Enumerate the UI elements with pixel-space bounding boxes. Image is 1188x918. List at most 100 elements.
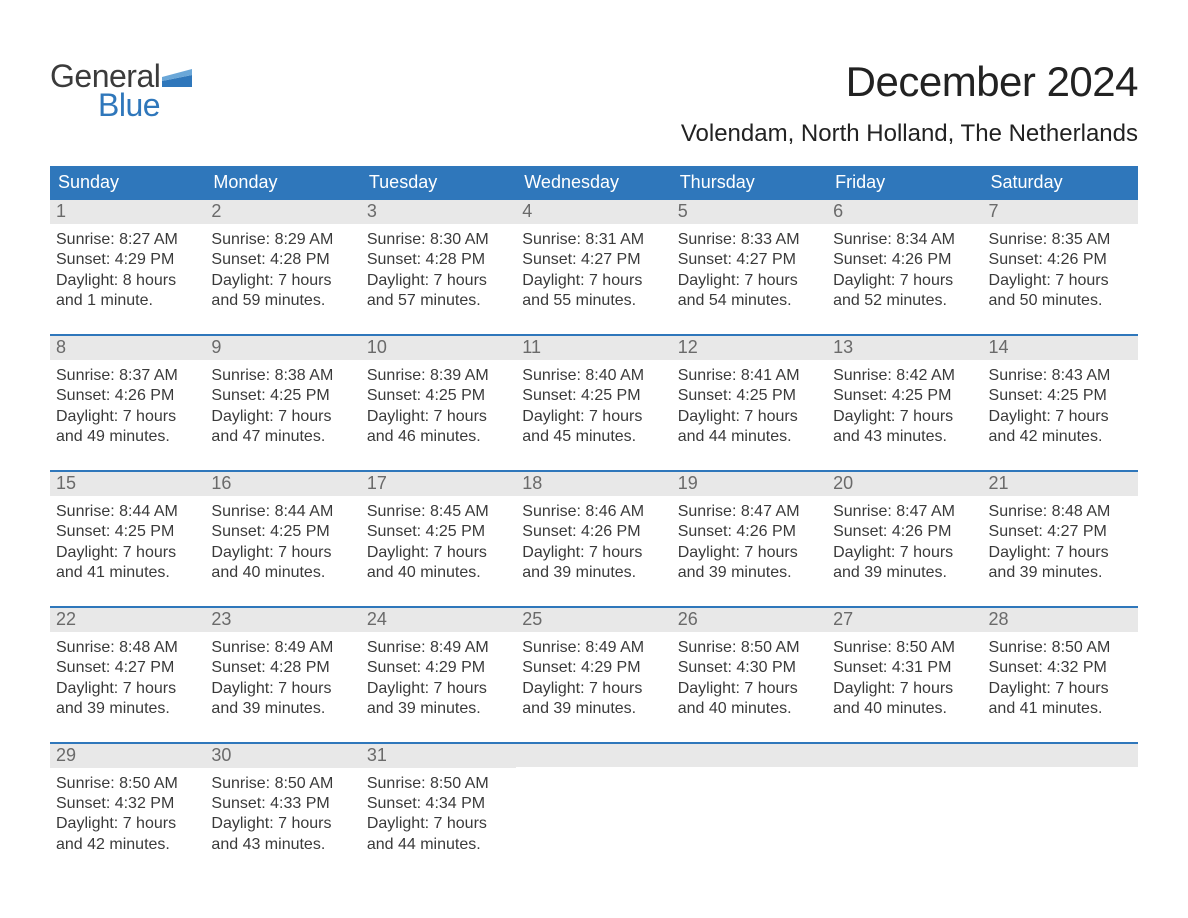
day-details: Sunrise: 8:37 AMSunset: 4:26 PMDaylight:… — [50, 360, 205, 452]
day-daylight1: Daylight: 7 hours — [989, 543, 1132, 563]
calendar-cell: 8Sunrise: 8:37 AMSunset: 4:26 PMDaylight… — [50, 336, 205, 452]
weekday-header: Wednesday — [516, 166, 671, 200]
day-daylight1: Daylight: 7 hours — [56, 814, 199, 834]
calendar-week: 29Sunrise: 8:50 AMSunset: 4:32 PMDayligh… — [50, 742, 1138, 860]
day-daylight2: and 39 minutes. — [678, 563, 821, 583]
day-daylight1: Daylight: 7 hours — [989, 407, 1132, 427]
calendar-cell: 29Sunrise: 8:50 AMSunset: 4:32 PMDayligh… — [50, 744, 205, 860]
day-details: Sunrise: 8:50 AMSunset: 4:33 PMDaylight:… — [205, 768, 360, 860]
day-details: Sunrise: 8:33 AMSunset: 4:27 PMDaylight:… — [672, 224, 827, 316]
day-number-empty — [827, 744, 982, 767]
day-details: Sunrise: 8:50 AMSunset: 4:31 PMDaylight:… — [827, 632, 982, 724]
day-daylight1: Daylight: 7 hours — [367, 271, 510, 291]
day-daylight1: Daylight: 7 hours — [833, 543, 976, 563]
calendar-cell: 2Sunrise: 8:29 AMSunset: 4:28 PMDaylight… — [205, 200, 360, 316]
day-daylight2: and 39 minutes. — [833, 563, 976, 583]
day-sunset: Sunset: 4:25 PM — [833, 386, 976, 406]
day-details: Sunrise: 8:35 AMSunset: 4:26 PMDaylight:… — [983, 224, 1138, 316]
day-daylight1: Daylight: 7 hours — [56, 679, 199, 699]
title-block: December 2024 Volendam, North Holland, T… — [681, 58, 1138, 148]
day-details: Sunrise: 8:48 AMSunset: 4:27 PMDaylight:… — [983, 496, 1138, 588]
calendar-cell: 24Sunrise: 8:49 AMSunset: 4:29 PMDayligh… — [361, 608, 516, 724]
day-daylight1: Daylight: 7 hours — [522, 679, 665, 699]
calendar-week: 1Sunrise: 8:27 AMSunset: 4:29 PMDaylight… — [50, 200, 1138, 316]
day-number: 18 — [516, 472, 671, 496]
day-daylight2: and 39 minutes. — [989, 563, 1132, 583]
day-daylight1: Daylight: 7 hours — [367, 543, 510, 563]
calendar-cell — [672, 744, 827, 860]
day-details: Sunrise: 8:50 AMSunset: 4:30 PMDaylight:… — [672, 632, 827, 724]
day-daylight1: Daylight: 7 hours — [211, 814, 354, 834]
day-daylight1: Daylight: 7 hours — [989, 679, 1132, 699]
day-daylight1: Daylight: 7 hours — [56, 407, 199, 427]
day-daylight2: and 47 minutes. — [211, 427, 354, 447]
weekday-header: Thursday — [672, 166, 827, 200]
day-details: Sunrise: 8:49 AMSunset: 4:29 PMDaylight:… — [361, 632, 516, 724]
day-daylight2: and 55 minutes. — [522, 291, 665, 311]
calendar-cell: 9Sunrise: 8:38 AMSunset: 4:25 PMDaylight… — [205, 336, 360, 452]
day-sunrise: Sunrise: 8:38 AM — [211, 366, 354, 386]
day-sunrise: Sunrise: 8:37 AM — [56, 366, 199, 386]
day-sunrise: Sunrise: 8:45 AM — [367, 502, 510, 522]
day-number: 23 — [205, 608, 360, 632]
day-daylight1: Daylight: 7 hours — [833, 407, 976, 427]
day-number: 5 — [672, 200, 827, 224]
day-daylight2: and 40 minutes. — [678, 699, 821, 719]
day-number: 30 — [205, 744, 360, 768]
day-number: 28 — [983, 608, 1138, 632]
day-daylight1: Daylight: 7 hours — [678, 543, 821, 563]
day-daylight2: and 42 minutes. — [989, 427, 1132, 447]
day-sunset: Sunset: 4:26 PM — [833, 250, 976, 270]
calendar-cell: 30Sunrise: 8:50 AMSunset: 4:33 PMDayligh… — [205, 744, 360, 860]
day-sunrise: Sunrise: 8:46 AM — [522, 502, 665, 522]
day-daylight1: Daylight: 7 hours — [367, 679, 510, 699]
day-sunset: Sunset: 4:27 PM — [989, 522, 1132, 542]
day-number-empty — [983, 744, 1138, 767]
day-sunset: Sunset: 4:27 PM — [522, 250, 665, 270]
day-number: 21 — [983, 472, 1138, 496]
day-details: Sunrise: 8:34 AMSunset: 4:26 PMDaylight:… — [827, 224, 982, 316]
day-details: Sunrise: 8:49 AMSunset: 4:28 PMDaylight:… — [205, 632, 360, 724]
day-details: Sunrise: 8:47 AMSunset: 4:26 PMDaylight:… — [672, 496, 827, 588]
day-details: Sunrise: 8:42 AMSunset: 4:25 PMDaylight:… — [827, 360, 982, 452]
day-sunrise: Sunrise: 8:35 AM — [989, 230, 1132, 250]
day-details: Sunrise: 8:44 AMSunset: 4:25 PMDaylight:… — [50, 496, 205, 588]
day-daylight1: Daylight: 7 hours — [522, 543, 665, 563]
day-details: Sunrise: 8:38 AMSunset: 4:25 PMDaylight:… — [205, 360, 360, 452]
day-sunset: Sunset: 4:29 PM — [367, 658, 510, 678]
day-daylight1: Daylight: 7 hours — [678, 271, 821, 291]
day-daylight1: Daylight: 7 hours — [56, 543, 199, 563]
day-sunrise: Sunrise: 8:29 AM — [211, 230, 354, 250]
day-sunrise: Sunrise: 8:44 AM — [211, 502, 354, 522]
day-sunrise: Sunrise: 8:48 AM — [989, 502, 1132, 522]
day-daylight1: Daylight: 7 hours — [833, 679, 976, 699]
brand-blue-text: Blue — [98, 87, 192, 124]
calendar-cell: 14Sunrise: 8:43 AMSunset: 4:25 PMDayligh… — [983, 336, 1138, 452]
day-daylight2: and 39 minutes. — [367, 699, 510, 719]
day-number-empty — [516, 744, 671, 767]
day-sunset: Sunset: 4:26 PM — [522, 522, 665, 542]
day-number: 31 — [361, 744, 516, 768]
day-sunset: Sunset: 4:27 PM — [56, 658, 199, 678]
day-daylight1: Daylight: 7 hours — [211, 407, 354, 427]
day-sunset: Sunset: 4:25 PM — [989, 386, 1132, 406]
day-sunrise: Sunrise: 8:43 AM — [989, 366, 1132, 386]
day-daylight2: and 59 minutes. — [211, 291, 354, 311]
calendar-weeks: 1Sunrise: 8:27 AMSunset: 4:29 PMDaylight… — [50, 200, 1138, 859]
day-number: 20 — [827, 472, 982, 496]
day-details: Sunrise: 8:40 AMSunset: 4:25 PMDaylight:… — [516, 360, 671, 452]
calendar-cell — [516, 744, 671, 860]
day-number: 17 — [361, 472, 516, 496]
day-sunrise: Sunrise: 8:49 AM — [367, 638, 510, 658]
day-number: 25 — [516, 608, 671, 632]
day-sunset: Sunset: 4:25 PM — [211, 522, 354, 542]
day-daylight1: Daylight: 7 hours — [989, 271, 1132, 291]
day-details: Sunrise: 8:49 AMSunset: 4:29 PMDaylight:… — [516, 632, 671, 724]
day-daylight2: and 39 minutes. — [211, 699, 354, 719]
day-number: 7 — [983, 200, 1138, 224]
calendar-cell: 4Sunrise: 8:31 AMSunset: 4:27 PMDaylight… — [516, 200, 671, 316]
calendar-cell: 13Sunrise: 8:42 AMSunset: 4:25 PMDayligh… — [827, 336, 982, 452]
weekday-header: Tuesday — [361, 166, 516, 200]
calendar-cell: 16Sunrise: 8:44 AMSunset: 4:25 PMDayligh… — [205, 472, 360, 588]
day-daylight2: and 39 minutes. — [522, 563, 665, 583]
